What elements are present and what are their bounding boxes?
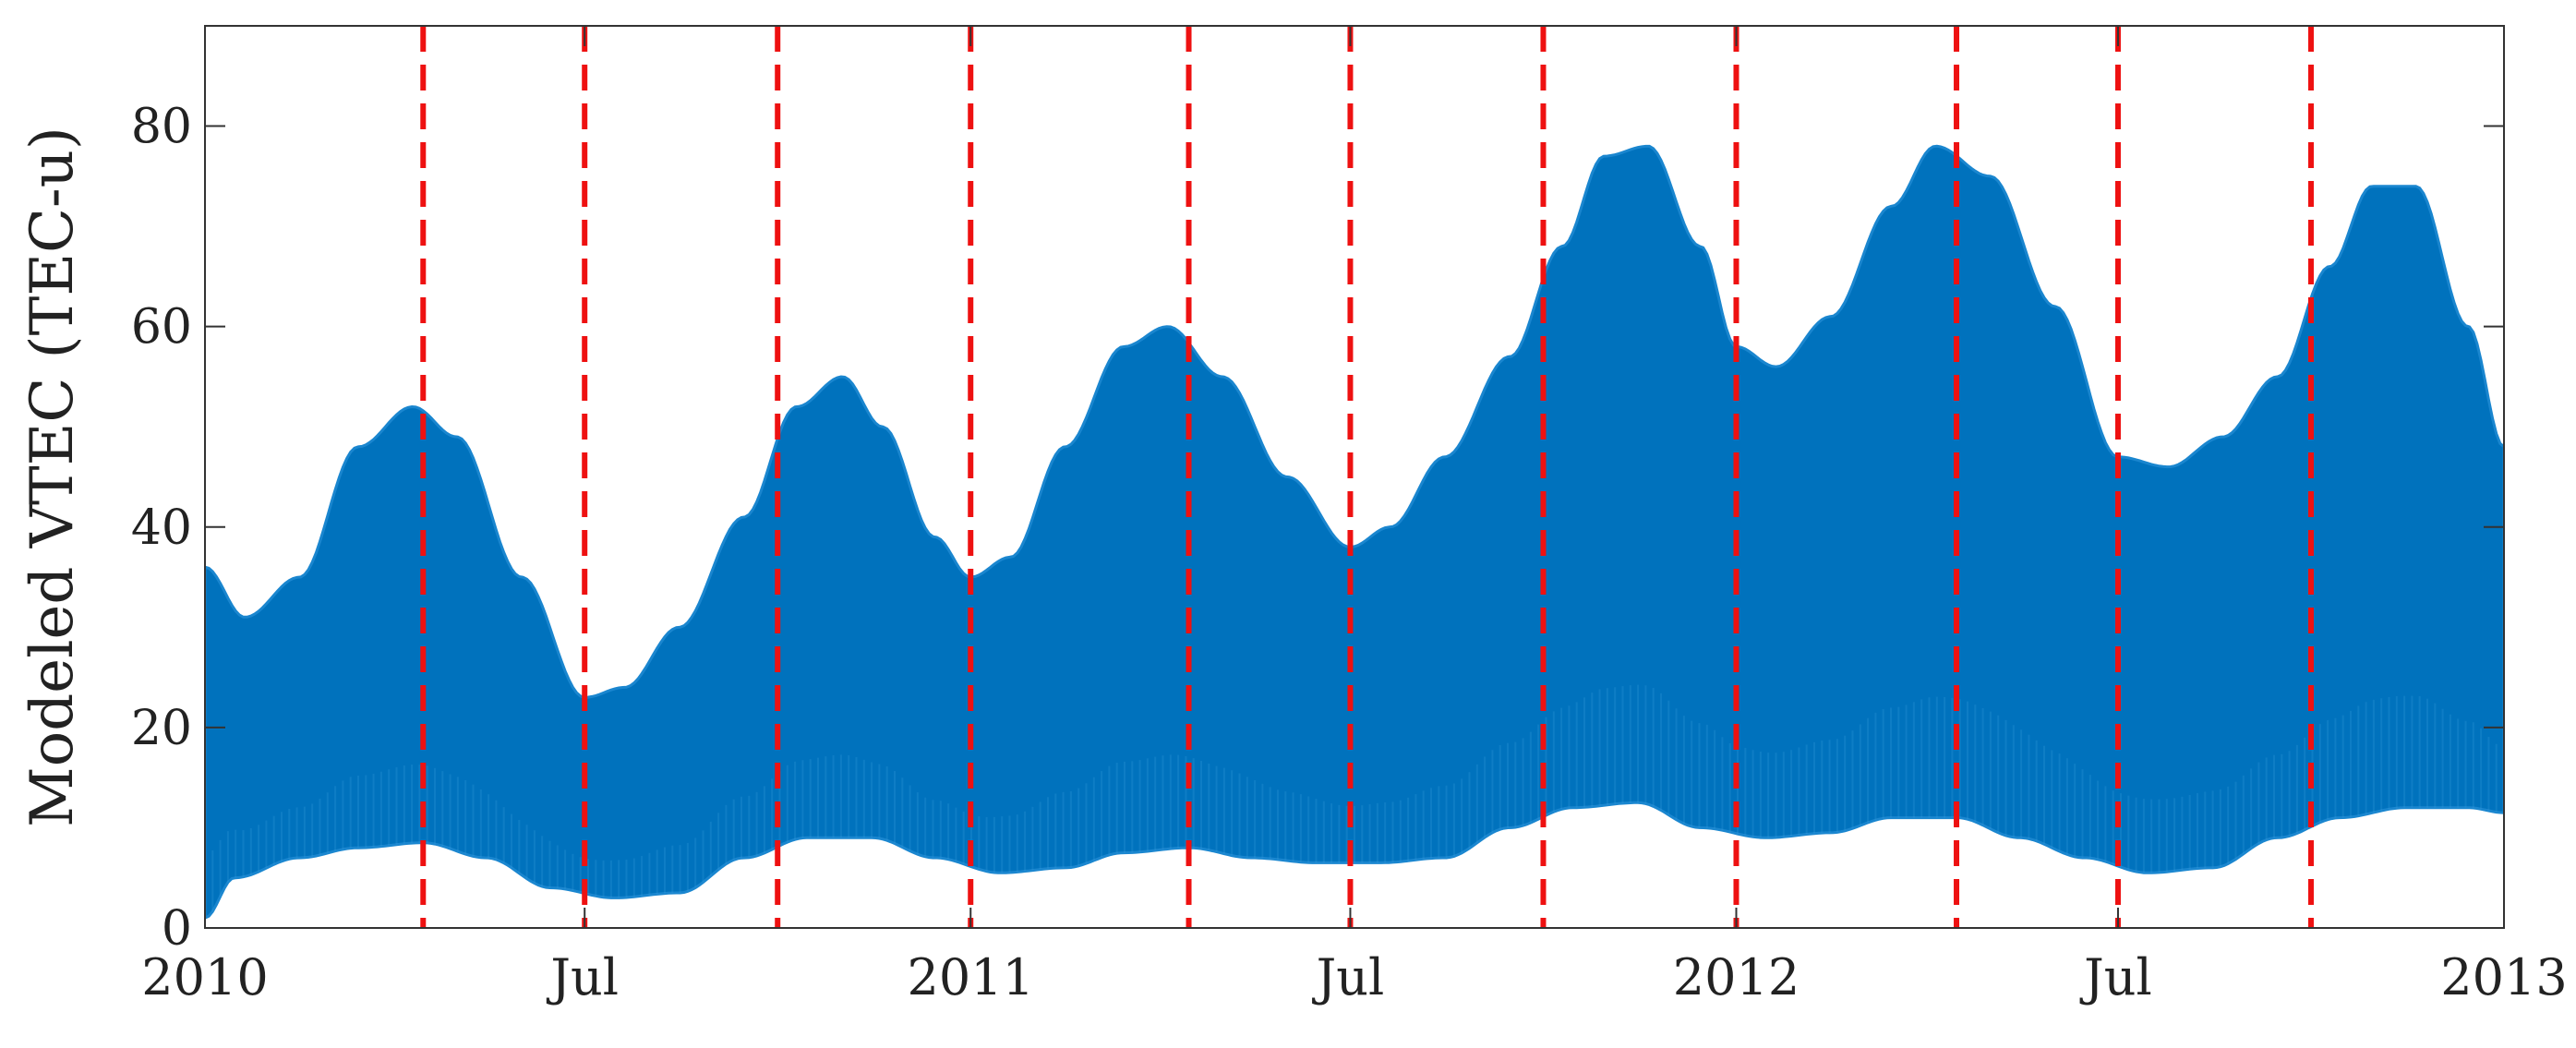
y-tick-label: 80 [131,100,192,155]
y-tick-label: 20 [131,701,192,756]
x-tick-label: Jul [546,948,619,1006]
x-tick-label: 2010 [141,948,268,1006]
plot-frame [204,25,2505,929]
x-tick-label: Jul [2079,948,2152,1006]
x-tick-label: 2012 [1673,948,1800,1006]
y-axis-label: Modeled VTEC (TEC-u) [18,126,87,827]
y-tick-label: 40 [131,500,192,556]
x-tick-label: Jul [1312,948,1385,1006]
x-tick-label: 2013 [2440,948,2567,1006]
y-tick-label: 0 [162,901,192,957]
band-texture [205,684,2504,919]
x-tick-label: 2011 [908,948,1034,1006]
y-tick-label: 60 [131,300,192,355]
